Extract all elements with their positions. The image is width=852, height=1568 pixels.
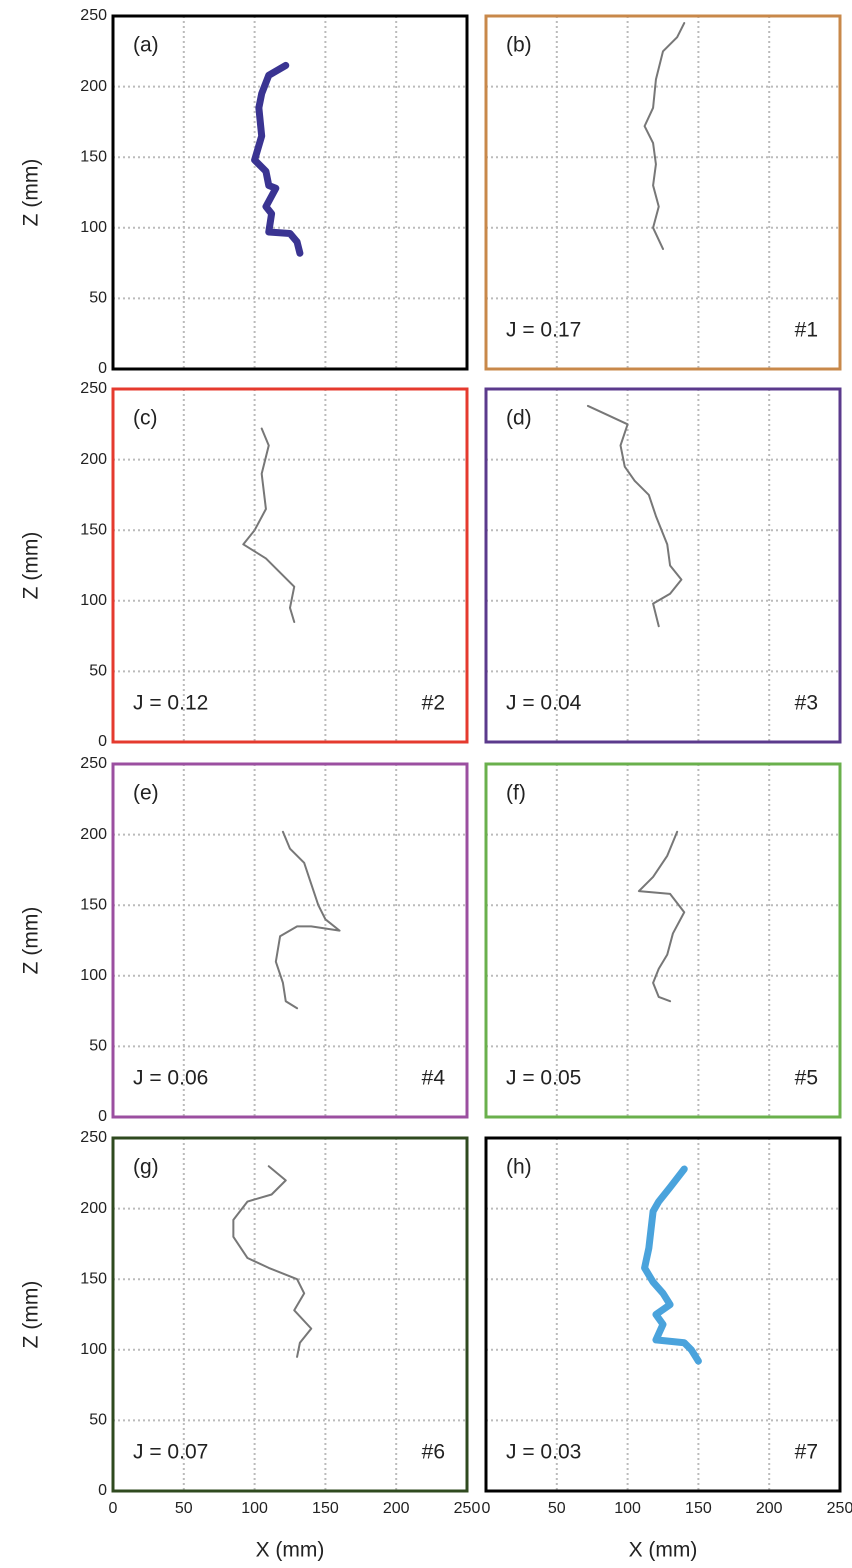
y-tick-label: 0 — [98, 1108, 107, 1125]
y-axis-label: Z (mm) — [20, 1281, 43, 1349]
x-tick-label: 100 — [241, 1500, 268, 1517]
y-tick-label: 250 — [80, 7, 107, 24]
panel-frame — [486, 16, 840, 369]
y-tick-label: 50 — [89, 663, 107, 680]
crack-path — [255, 65, 300, 253]
page: {"chart_data": [ {"type": "line", "label… — [0, 0, 852, 1568]
y-tick-label: 200 — [80, 1200, 107, 1217]
y-tick-label: 0 — [98, 360, 107, 377]
panel-label: (e) — [133, 782, 159, 805]
j-value: J = 0.03 — [506, 1441, 581, 1464]
x-tick-label: 200 — [756, 1500, 783, 1517]
y-tick-label: 50 — [89, 290, 107, 307]
j-value: J = 0.07 — [133, 1441, 208, 1464]
x-tick-label: 150 — [685, 1500, 712, 1517]
y-tick-label: 50 — [89, 1412, 107, 1429]
crack-path — [588, 406, 681, 626]
figure: 0 50 100 150 200 250 (a) Z (mm) (b) J = 0.17 #1 0 50… — [0, 0, 852, 1568]
y-tick-label: 100 — [80, 592, 107, 609]
y-tick-label: 50 — [89, 1038, 107, 1055]
x-tick-label: 50 — [175, 1500, 193, 1517]
x-tick-label: 250 — [827, 1500, 852, 1517]
run-label: #1 — [795, 319, 818, 342]
y-tick-label: 200 — [80, 826, 107, 843]
x-tick-label: 200 — [383, 1500, 410, 1517]
panel-label: (h) — [506, 1156, 532, 1179]
j-value: J = 0.04 — [506, 692, 582, 715]
panel-frame — [113, 1138, 467, 1491]
y-axis-label: Z (mm) — [20, 532, 43, 600]
x-tick-label: 100 — [614, 1500, 641, 1517]
y-tick-label: 200 — [80, 78, 107, 95]
panel-frame — [113, 389, 467, 742]
run-label: #7 — [795, 1441, 818, 1464]
panel-frame — [113, 16, 467, 369]
x-tick-label: 150 — [312, 1500, 339, 1517]
y-tick-label: 250 — [80, 1129, 107, 1146]
panel-label: (c) — [133, 407, 158, 430]
y-tick-label: 150 — [80, 896, 107, 913]
j-value: J = 0.17 — [506, 319, 581, 342]
y-tick-label: 150 — [80, 521, 107, 538]
run-label: #4 — [422, 1067, 446, 1090]
crack-path — [243, 429, 294, 622]
run-label: #2 — [422, 692, 445, 715]
y-axis-label: Z (mm) — [20, 159, 43, 227]
crack-path — [233, 1166, 311, 1357]
panel-label: (g) — [133, 1156, 159, 1179]
panel-label: (b) — [506, 34, 532, 57]
y-tick-label: 100 — [80, 967, 107, 984]
panel-label: (f) — [506, 782, 526, 805]
y-tick-label: 100 — [80, 219, 107, 236]
j-value: J = 0.05 — [506, 1067, 581, 1090]
panel-frame — [486, 764, 840, 1117]
x-axis-label: X (mm) — [256, 1539, 325, 1562]
panel-frame — [113, 764, 467, 1117]
y-tick-label: 0 — [98, 1482, 107, 1499]
y-tick-label: 250 — [80, 380, 107, 397]
y-tick-label: 200 — [80, 451, 107, 468]
panel-frame — [486, 389, 840, 742]
y-tick-label: 100 — [80, 1341, 107, 1358]
y-tick-label: 0 — [98, 733, 107, 750]
j-value: J = 0.12 — [133, 692, 208, 715]
panel-label: (a) — [133, 34, 159, 57]
run-label: #3 — [795, 692, 818, 715]
x-tick-label: 250 — [454, 1500, 481, 1517]
j-value: J = 0.06 — [133, 1067, 208, 1090]
crack-path — [276, 832, 340, 1009]
y-axis-label: Z (mm) — [20, 907, 43, 975]
y-tick-label: 150 — [80, 1270, 107, 1287]
x-tick-label: 0 — [109, 1500, 118, 1517]
x-tick-label: 0 — [482, 1500, 491, 1517]
crack-path — [645, 23, 685, 249]
x-axis-label: X (mm) — [629, 1539, 698, 1562]
run-label: #5 — [795, 1067, 818, 1090]
run-label: #6 — [422, 1441, 445, 1464]
x-tick-label: 50 — [548, 1500, 566, 1517]
crack-path — [645, 1169, 699, 1361]
panel-label: (d) — [506, 407, 532, 430]
y-tick-label: 150 — [80, 148, 107, 165]
y-tick-label: 250 — [80, 755, 107, 772]
